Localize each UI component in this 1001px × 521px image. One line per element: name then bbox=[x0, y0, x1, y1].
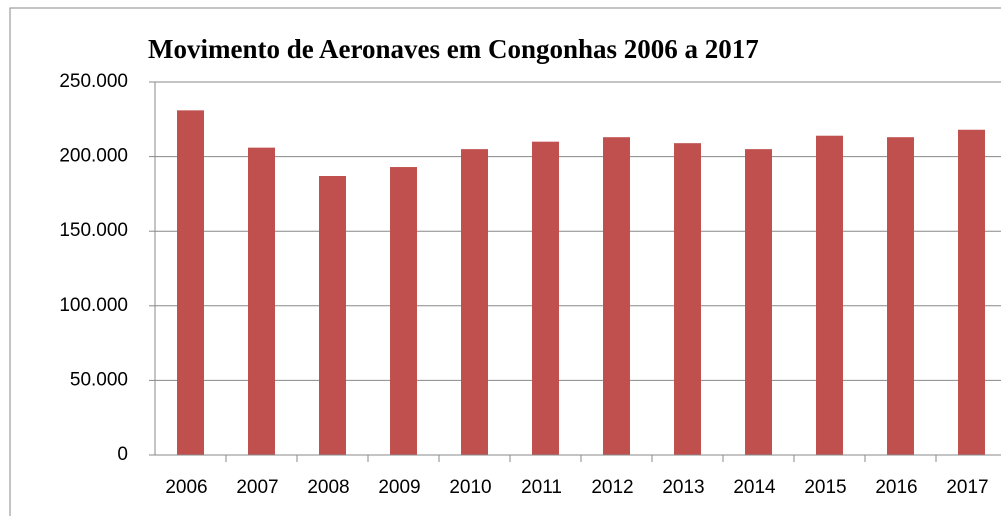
x-tick-label: 2015 bbox=[804, 477, 846, 498]
chart-title: Movimento de Aeronaves em Congonhas 2006… bbox=[148, 34, 759, 64]
x-tick-label: 2011 bbox=[521, 477, 562, 498]
y-tick-label: 250.000 bbox=[59, 71, 128, 92]
y-tick-label: 50.000 bbox=[70, 369, 128, 390]
x-tick-label: 2006 bbox=[165, 477, 207, 498]
bar bbox=[674, 143, 701, 455]
bar bbox=[958, 129, 985, 455]
bar bbox=[390, 167, 417, 455]
x-tick-label: 2013 bbox=[662, 477, 704, 498]
y-tick-label: 0 bbox=[117, 444, 128, 465]
bar bbox=[816, 135, 843, 455]
chart-border bbox=[9, 7, 1001, 521]
bar bbox=[319, 175, 346, 455]
bar bbox=[887, 137, 914, 456]
x-tick-label: 2009 bbox=[378, 477, 420, 498]
x-tick-label: 2016 bbox=[875, 477, 917, 498]
x-tick-label: 2007 bbox=[236, 477, 278, 498]
x-tick-label: 2017 bbox=[946, 477, 988, 498]
bar bbox=[461, 149, 488, 455]
y-tick-label: 150.000 bbox=[59, 220, 128, 241]
bar bbox=[532, 141, 559, 455]
bar bbox=[603, 137, 630, 456]
bar bbox=[177, 110, 204, 456]
x-tick-label: 2010 bbox=[449, 477, 491, 498]
x-tick-label: 2014 bbox=[733, 477, 776, 498]
x-tick-label: 2012 bbox=[591, 477, 633, 498]
y-tick-label: 200.000 bbox=[59, 146, 128, 167]
bar bbox=[248, 147, 275, 455]
x-tick-label: 2008 bbox=[307, 477, 349, 498]
y-tick-label: 100.000 bbox=[59, 295, 128, 316]
bar bbox=[745, 149, 772, 455]
